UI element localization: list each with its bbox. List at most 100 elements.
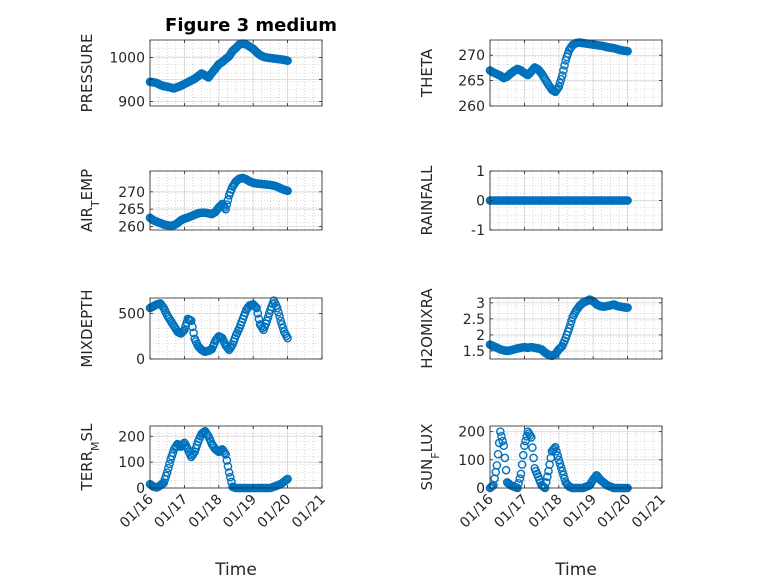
data-point [557,466,567,476]
y-label-main: H2OMIXRA [418,288,436,369]
data-point-interp [559,470,568,480]
data-point-interp [560,61,569,70]
data-point-interp [500,453,510,463]
y-tick-label: 2 [476,328,485,344]
data-point-interp [560,474,569,483]
y-label-sub: M [89,441,102,451]
data-point [516,469,526,479]
data-point-interp [263,312,273,322]
data-point-interp [178,326,188,336]
y-tick-label: 270 [458,48,485,64]
data-point [623,46,632,56]
x-axis-label: Time [554,560,597,580]
data-point [252,303,261,313]
data-point-interp [277,320,287,329]
data-point [623,303,632,312]
data-point-interp [565,320,575,330]
data-point-interp [223,195,233,205]
y-axis-label: MIXDEPTH [78,289,96,367]
y-tick-label: 0 [476,194,485,210]
data-point-interp [282,475,291,485]
data-point-interp [518,450,528,460]
data-point-interp [556,74,566,84]
data-point [283,186,292,196]
data-point [496,427,505,436]
data-point [526,432,536,442]
data-point [180,325,189,335]
y-label-main: THETA [418,48,436,98]
data-point [623,196,632,205]
figure-title: Figure 3 medium [165,15,337,36]
data-point-interp [225,472,235,482]
data-point-interp [556,463,566,472]
y-tick-label: 260 [458,99,485,115]
y-tick-label: 900 [118,95,145,111]
x-axis-label: Time [214,560,257,580]
y-label-tail: LUX [418,424,436,453]
data-point [499,441,509,451]
y-label-main: PRESSURE [78,34,96,113]
data-point-interp [254,314,264,324]
data-point [262,316,272,326]
y-label-main: SUN [418,459,436,491]
y-tick-label: 270 [118,185,145,201]
data-point [283,56,292,65]
data-point-interp [553,84,562,93]
data-point [551,442,560,452]
y-tick-label: 0 [136,352,145,368]
data-point-interp [274,307,283,317]
data-point-interp [541,478,551,487]
data-point-interp [227,341,236,351]
y-axis-label: THETA [418,48,436,98]
y-tick-label: 100 [458,453,485,469]
data-point-interp [555,78,565,88]
data-point [283,333,292,343]
y-label-tail: EMP [78,169,96,200]
data-point-interp [223,462,233,471]
y-tick-label: 200 [118,429,145,445]
y-axis-label: H2OMIXRA [418,288,436,369]
data-point-interp [539,482,549,492]
data-point-interp [250,301,259,310]
y-tick-label: 1 [476,164,485,180]
data-point-interp [188,322,197,332]
y-label-main: AIR [78,207,96,232]
axes-box [149,170,323,231]
data-point-interp [514,479,523,488]
data-point [554,82,564,92]
y-axis-label: TERRMSL [78,423,102,492]
y-label-main: MIXDEPTH [78,289,96,367]
y-label-sub: F [429,452,442,458]
y-tick-label: -1 [471,223,485,239]
panel-rainfall: -1 0 1 RAINFALL [418,164,663,239]
data-point-interp [189,449,198,458]
data-point-interp [521,436,530,446]
axes-box [489,297,663,360]
data-point-interp [164,463,173,473]
y-tick-label: 0 [136,481,145,497]
data-point-interp [220,448,229,457]
data-point-interp [528,443,537,452]
y-tick-label: 265 [118,202,145,218]
data-point-interp [222,200,232,209]
data-point [272,303,282,313]
panel-mixdepth: 0 500 MIXDEPTH [78,289,323,368]
data-point-interp [165,459,174,469]
data-point [564,324,574,333]
data-point-interp [517,460,527,469]
data-point [492,461,502,470]
y-axis-label: AIRTEMP [78,169,102,232]
data-point-interp [498,436,507,446]
y-label-tail: SL [78,423,96,442]
data-point-interp [275,312,284,321]
data-point [283,474,292,484]
data-point [276,316,286,326]
y-label-sub: T [89,200,102,208]
y-axis-label: PRESSURE [78,34,96,113]
y-tick-label: 100 [118,455,145,471]
data-point-interp [177,441,187,450]
data-point-interp [497,432,506,441]
data-point [221,204,230,214]
